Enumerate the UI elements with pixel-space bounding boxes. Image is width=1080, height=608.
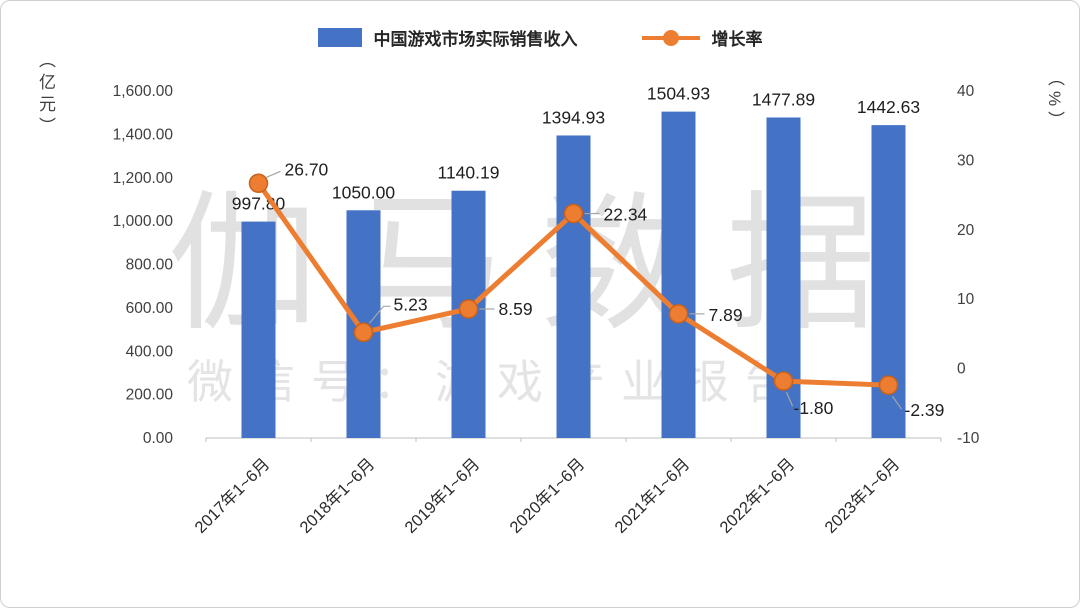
svg-text:200.00: 200.00 — [126, 387, 174, 404]
svg-text:1,400.00: 1,400.00 — [113, 126, 174, 143]
legend-revenue-label: 中国游戏市场实际销售收入 — [373, 30, 578, 49]
svg-text:2018年1~6月: 2018年1~6月 — [296, 454, 379, 537]
svg-text:1140.19: 1140.19 — [438, 163, 500, 183]
svg-text:20: 20 — [957, 222, 975, 239]
legend-growth-label: 增长率 — [711, 30, 763, 49]
svg-text:2019年1~6月: 2019年1~6月 — [401, 454, 484, 537]
svg-text:10: 10 — [957, 291, 975, 308]
svg-text:5.23: 5.23 — [394, 294, 428, 314]
right-axis-unit: （%） — [1045, 69, 1064, 134]
svg-text:1504.93: 1504.93 — [647, 84, 710, 104]
svg-text:1394.93: 1394.93 — [542, 107, 605, 127]
svg-text:-1.80: -1.80 — [794, 398, 834, 418]
svg-text:1442.63: 1442.63 — [857, 97, 920, 117]
svg-text:600.00: 600.00 — [126, 300, 174, 317]
svg-text:-2.39: -2.39 — [905, 400, 945, 420]
svg-text:26.70: 26.70 — [285, 159, 329, 179]
svg-text:-10: -10 — [957, 430, 980, 447]
svg-text:0: 0 — [957, 361, 966, 378]
svg-text:30: 30 — [957, 152, 975, 169]
svg-text:1,000.00: 1,000.00 — [113, 213, 174, 230]
svg-text:0.00: 0.00 — [143, 430, 174, 447]
svg-text:1,600.00: 1,600.00 — [113, 83, 174, 100]
svg-text:2017年1~6月: 2017年1~6月 — [191, 454, 274, 537]
svg-text:22.34: 22.34 — [604, 205, 648, 225]
left-axis-unit: （亿元） — [36, 51, 55, 139]
svg-text:1477.89: 1477.89 — [752, 89, 815, 109]
growth-line-marker-icon — [641, 29, 700, 47]
svg-text:2023年1~6月: 2023年1~6月 — [821, 454, 904, 537]
svg-text:2020年1~6月: 2020年1~6月 — [506, 454, 589, 537]
revenue-bar-swatch-icon — [317, 28, 362, 47]
svg-text:7.89: 7.89 — [709, 305, 743, 325]
svg-text:800.00: 800.00 — [126, 257, 174, 274]
watermark-brand: 伽马数据 — [167, 180, 913, 348]
svg-text:2022年1~6月: 2022年1~6月 — [716, 454, 799, 537]
svg-text:1,200.00: 1,200.00 — [113, 170, 174, 187]
svg-text:2021年1~6月: 2021年1~6月 — [611, 454, 694, 537]
svg-text:400.00: 400.00 — [126, 343, 174, 360]
legend: 中国游戏市场实际销售收入 增长率 — [1, 25, 1079, 50]
svg-text:8.59: 8.59 — [499, 299, 533, 319]
svg-text:40: 40 — [957, 83, 975, 100]
legend-item-revenue: 中国游戏市场实际销售收入 — [317, 25, 578, 50]
legend-item-growth: 增长率 — [641, 25, 763, 50]
svg-text:1050.00: 1050.00 — [332, 182, 396, 202]
